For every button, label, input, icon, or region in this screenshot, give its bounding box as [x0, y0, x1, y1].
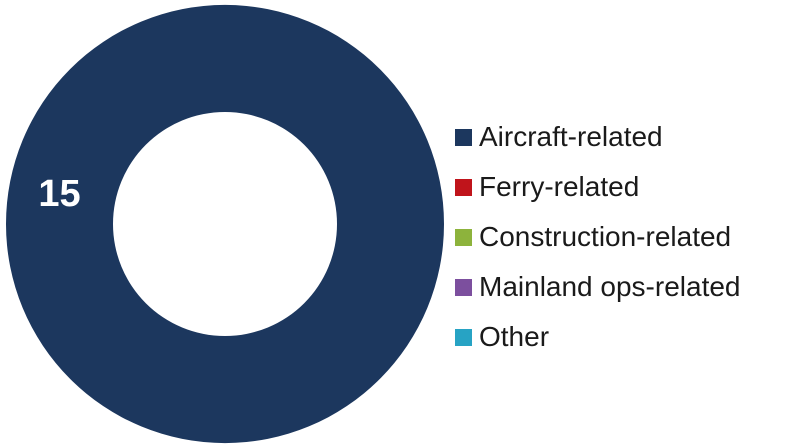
legend-item-aircraft-related: Aircraft-related	[455, 112, 790, 162]
donut-data-labels: 15	[38, 173, 80, 215]
legend-label: Construction-related	[479, 221, 732, 252]
donut-slices	[5, 4, 445, 444]
legend-swatch	[455, 128, 472, 146]
slice-aircraft-related	[5, 4, 445, 444]
legend-label: Ferry-related	[479, 171, 640, 202]
legend-item-ferry-related: Ferry-related	[455, 162, 790, 212]
legend-label: Other	[479, 321, 550, 352]
legend-label: Aircraft-related	[479, 121, 663, 152]
data-label-aircraft-related: 15	[38, 173, 80, 215]
legend-label: Mainland ops-related	[479, 271, 741, 302]
legend-item-mainland-ops-related: Mainland ops-related	[455, 262, 790, 312]
legend-swatch	[455, 328, 472, 346]
legend-swatch	[455, 228, 472, 246]
legend-item-other: Other	[455, 312, 790, 362]
legend-swatch	[455, 278, 472, 296]
legend-item-construction-related: Construction-related	[455, 212, 790, 262]
legend-swatch	[455, 178, 472, 196]
chart-legend: Aircraft-related Ferry-related Constructio…	[455, 112, 790, 362]
